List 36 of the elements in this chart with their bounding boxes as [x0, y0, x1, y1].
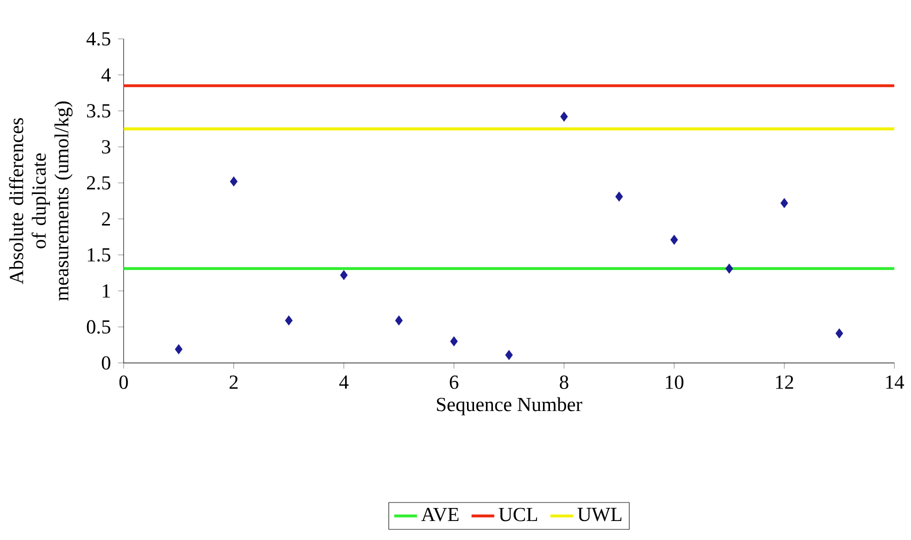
point: [560, 112, 568, 122]
point: [395, 315, 403, 326]
y-tick-label: 0: [102, 356, 110, 370]
x-axis-title: Sequence Number: [436, 397, 582, 416]
point: [340, 270, 348, 280]
y-tick-label: 2: [102, 212, 110, 226]
x-tick-label: 0: [119, 375, 128, 389]
y-axis-title: Absolute differences of duplicate measurements (umol/kg): [9, 101, 73, 301]
point: [174, 344, 182, 354]
point: [450, 336, 458, 346]
x-tick-label: 14: [886, 375, 904, 388]
legend-label: UWL: [578, 508, 622, 522]
point: [285, 315, 293, 326]
y-tick-label: 4: [101, 68, 111, 82]
legend-label: UCL: [498, 508, 538, 522]
point: [780, 198, 788, 208]
point: [725, 263, 733, 274]
point: [230, 176, 238, 186]
x-tick-label: 4: [339, 375, 349, 388]
y-tick-label: 3: [102, 140, 110, 154]
x-tick-label: 12: [776, 375, 794, 389]
x-tick-label: 6: [450, 375, 458, 389]
point: [670, 234, 678, 245]
point: [836, 328, 844, 338]
point: [505, 350, 513, 360]
y-tick-label: 1.5: [88, 248, 110, 262]
y-tick-label: 3.5: [87, 104, 110, 118]
legend-label: AVE: [421, 508, 458, 522]
y-tick-label: 1: [102, 284, 110, 298]
y-tick-label: 0.5: [86, 320, 110, 334]
y-tick-label: 4.5: [86, 32, 110, 46]
x-tick-label: 8: [560, 375, 568, 389]
x-tick-label: 2: [230, 375, 238, 389]
point: [615, 191, 623, 202]
x-tick-label: 10: [666, 375, 684, 389]
y-tick-label: 2.5: [87, 176, 110, 190]
